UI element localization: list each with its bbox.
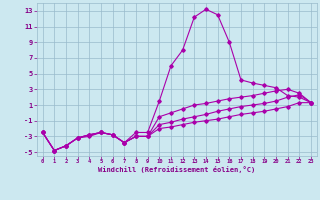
X-axis label: Windchill (Refroidissement éolien,°C): Windchill (Refroidissement éolien,°C) [98, 166, 255, 173]
